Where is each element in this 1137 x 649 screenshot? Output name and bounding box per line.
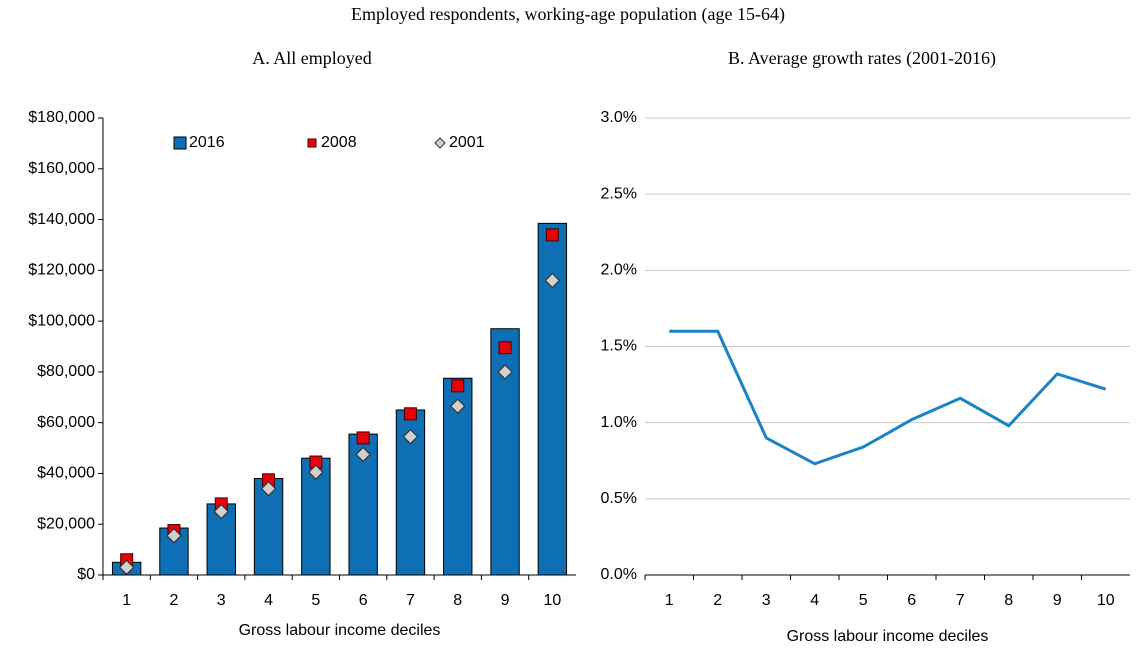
marker xyxy=(498,341,512,355)
y-tick-label: 0.5% xyxy=(601,490,637,507)
line xyxy=(669,329,1107,466)
x-tick-label: 5 xyxy=(859,592,868,609)
x-tick-label: 4 xyxy=(810,592,819,609)
y-tick-label: 2.0% xyxy=(601,262,637,279)
y-tick-label: $140,000 xyxy=(28,211,95,228)
marker xyxy=(166,527,182,544)
y-tick-label: 0.0% xyxy=(601,566,637,583)
x-tick-label: 8 xyxy=(1004,592,1013,609)
y-tick-label: $180,000 xyxy=(28,109,95,126)
x-tick-label: 1 xyxy=(665,592,674,609)
x-tick-label: 3 xyxy=(762,592,771,609)
legend-label: 2008 xyxy=(321,134,357,151)
x-tick-label: 6 xyxy=(907,592,916,609)
marker xyxy=(355,446,371,463)
x-tick-label: 7 xyxy=(956,592,965,609)
y-tick-label: 1.5% xyxy=(601,338,637,355)
legend-swatch xyxy=(307,138,317,148)
legend-label: 2001 xyxy=(449,134,485,151)
x-tick-label: 7 xyxy=(406,592,415,609)
x-tick-label: 4 xyxy=(264,592,273,609)
marker xyxy=(356,431,370,445)
marker xyxy=(118,559,135,576)
y-tick-label: $100,000 xyxy=(28,312,95,329)
chart-title: B. Average growth rates (2001-2016) xyxy=(728,48,996,69)
marker xyxy=(545,228,559,242)
marker xyxy=(308,464,324,481)
x-tick-label: 3 xyxy=(217,592,226,609)
y-tick-label: 2.5% xyxy=(601,185,637,202)
y-tick-label: $40,000 xyxy=(37,465,95,482)
marker xyxy=(451,379,465,393)
x-axis-label: Gross labour income deciles xyxy=(239,622,441,639)
y-tick-label: $20,000 xyxy=(37,515,95,532)
x-tick-label: 9 xyxy=(1053,592,1062,609)
x-tick-label: 1 xyxy=(122,592,131,609)
x-tick-label: 2 xyxy=(713,592,722,609)
legend-label: 2016 xyxy=(189,134,225,151)
x-tick-label: 10 xyxy=(1097,592,1115,609)
page-title: Employed respondents, working-age popula… xyxy=(351,4,785,25)
x-axis-label: Gross labour income deciles xyxy=(787,628,989,645)
y-tick-label: 3.0% xyxy=(601,109,637,126)
x-tick-label: 9 xyxy=(501,592,510,609)
marker xyxy=(497,364,513,380)
marker xyxy=(260,480,277,497)
x-tick-label: 6 xyxy=(359,592,368,609)
y-tick-label: $80,000 xyxy=(37,363,95,380)
y-tick-label: $160,000 xyxy=(28,160,95,177)
y-tick-label: $120,000 xyxy=(28,262,95,279)
marker xyxy=(403,407,417,421)
marker xyxy=(402,428,419,445)
y-tick-label: $0 xyxy=(77,566,95,583)
y-tick-label: 1.0% xyxy=(601,414,637,431)
chart-title: A. All employed xyxy=(252,48,372,68)
marker xyxy=(213,503,230,520)
legend-swatch xyxy=(434,137,446,149)
x-tick-label: 2 xyxy=(169,592,178,609)
y-tick-label: $60,000 xyxy=(37,414,95,431)
marker xyxy=(544,272,561,289)
x-tick-label: 10 xyxy=(543,592,561,609)
marker xyxy=(449,398,466,415)
x-tick-label: 5 xyxy=(311,592,320,609)
legend-swatch xyxy=(173,136,187,150)
x-tick-label: 8 xyxy=(453,592,462,609)
